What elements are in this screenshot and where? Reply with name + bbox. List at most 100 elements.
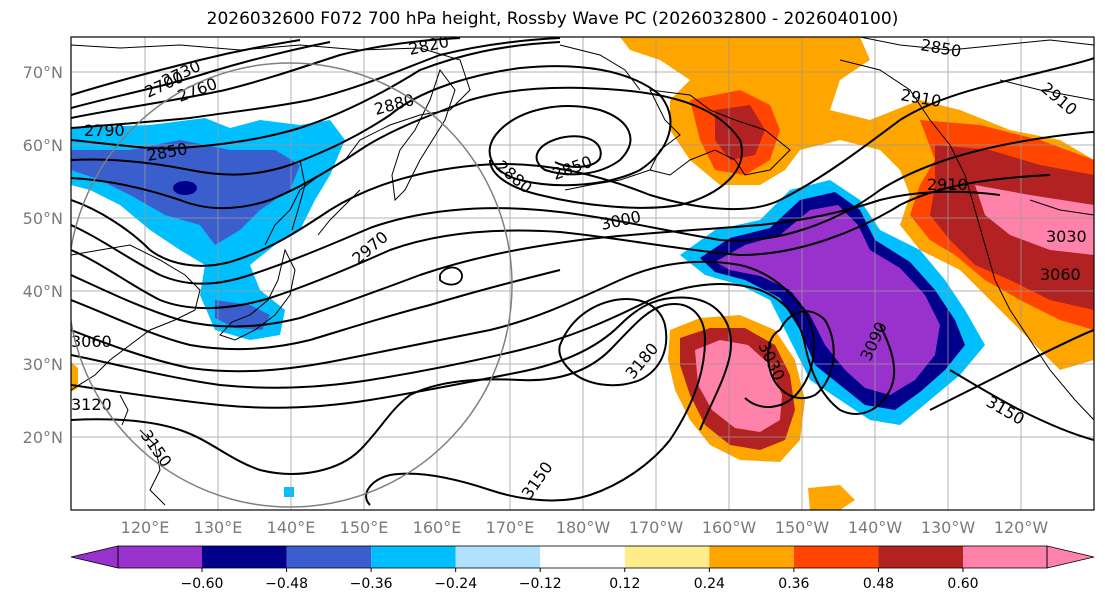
colorbar-tick-label: −0.24 xyxy=(434,576,477,592)
contour-2940 xyxy=(71,131,1094,285)
colorbar-segment xyxy=(286,546,372,568)
colorbar-segment xyxy=(624,546,710,568)
positive-anomaly-northeast-max xyxy=(975,185,1094,255)
colorbar-segment xyxy=(878,546,963,568)
colorbar-segment xyxy=(118,546,202,568)
coast-sakhalin xyxy=(291,159,306,231)
colorbar-segment xyxy=(455,546,541,568)
coast-korea-china xyxy=(71,244,201,391)
contour-2880 xyxy=(71,86,743,210)
coast-chukotka xyxy=(559,44,641,91)
contour-label: 2910 xyxy=(1037,79,1080,120)
lon-label: 140°E xyxy=(267,518,316,537)
coast-na-inland xyxy=(999,79,1094,216)
map-frame xyxy=(70,36,1095,511)
colorbar-tick-label: −0.12 xyxy=(519,576,562,592)
lon-label: 150°W xyxy=(775,518,830,537)
coast-kamchatka xyxy=(391,68,456,202)
lon-label: 140°W xyxy=(848,518,903,537)
contour-east-3150 xyxy=(949,369,1094,441)
contour-label: 3120 xyxy=(71,395,112,414)
contour-3030-west xyxy=(71,269,561,351)
contour-label: 3150 xyxy=(518,458,557,502)
map-plot-area: 2700 2730 2760 2790 2820 2850 2850 2850 … xyxy=(71,35,1094,510)
lat-label: 70°N xyxy=(23,63,63,82)
coast-alaska-peninsula xyxy=(564,169,651,191)
lon-label: 160°W xyxy=(702,518,757,537)
colorbar-tick-label: 0.36 xyxy=(778,576,809,592)
contour-3180 xyxy=(558,298,668,387)
colorbar-extend-left xyxy=(70,545,119,569)
colorbar-segment xyxy=(371,546,456,568)
colorbar-extend-right xyxy=(1046,545,1095,569)
contour-3000 xyxy=(71,190,1001,328)
colorbar-tick-label: −0.60 xyxy=(181,576,224,592)
lon-label: 150°E xyxy=(340,518,389,537)
lon-label: 180°W xyxy=(556,518,611,537)
contour-3030-center xyxy=(767,310,835,400)
contour-label: 3060 xyxy=(1040,265,1081,284)
coast-canada-north xyxy=(859,37,1094,51)
lat-label: 40°N xyxy=(23,282,63,301)
contour-3060 xyxy=(71,260,816,409)
contour-small-loop xyxy=(439,266,463,286)
lon-label: 120°W xyxy=(994,518,1049,537)
contour-2820 xyxy=(71,41,561,150)
lat-label: 30°N xyxy=(23,355,63,374)
contour-3120 xyxy=(71,296,732,431)
colorbar-tick-label: −0.48 xyxy=(265,576,308,592)
colorbar-frame xyxy=(117,545,1048,569)
contour-label: 3000 xyxy=(599,207,643,234)
contour-label: 2910 xyxy=(927,175,968,194)
contour-3150 xyxy=(71,303,707,506)
colorbar-tick-label: 0.12 xyxy=(609,576,640,592)
graticule xyxy=(71,37,1094,510)
longitude-labels: 120°E 130°E 140°E 150°E 160°E 170°E 180°… xyxy=(121,518,1049,537)
contour-2700 xyxy=(71,39,301,96)
lon-label: 170°E xyxy=(486,518,535,537)
positive-anomaly-small-south xyxy=(808,485,855,510)
contour-label: 3030 xyxy=(1046,227,1087,246)
contour-label: 2850 xyxy=(550,152,595,184)
lat-label: 50°N xyxy=(23,209,63,228)
contour-east-3120 xyxy=(929,329,1094,411)
colorbar-ticks: −0.60 −0.48 −0.36 −0.24 −0.12 0.12 0.24 0.36 0.4… xyxy=(181,568,979,592)
contour-2970 xyxy=(71,174,1051,310)
contour-2790 xyxy=(71,37,561,129)
colorbar-tick-label: 0.60 xyxy=(947,576,978,592)
map-title: 2026032600 F072 700 hPa height, Rossby W… xyxy=(206,9,899,29)
lat-label: 60°N xyxy=(23,136,63,155)
colorbar-tick-label: −0.36 xyxy=(350,576,393,592)
positive-anomaly-alaska-core xyxy=(715,105,765,160)
contour-3090 xyxy=(71,283,896,415)
lon-label: 160°E xyxy=(413,518,462,537)
height-contours xyxy=(71,37,1094,506)
coast-na-west xyxy=(839,59,1094,421)
lon-label: 130°E xyxy=(194,518,243,537)
lon-label: 170°W xyxy=(629,518,684,537)
contour-label: 2790 xyxy=(84,121,125,140)
contour-2730 xyxy=(71,41,331,109)
negative-anomaly-tiny xyxy=(284,487,294,497)
contour-label: 3060 xyxy=(71,332,112,351)
colorbar-tick-label: 0.48 xyxy=(863,576,894,592)
latitude-labels: 70°N 60°N 50°N 40°N 30°N 20°N xyxy=(23,63,63,447)
colorbar-segment xyxy=(540,546,625,568)
contour-2760 xyxy=(71,37,461,119)
colorbar-segments xyxy=(118,546,1047,568)
contour-label: 3150 xyxy=(137,426,176,470)
highlight-circle xyxy=(71,62,513,508)
lon-label: 120°E xyxy=(121,518,170,537)
colorbar-segment xyxy=(963,546,1047,568)
colorbar-segment xyxy=(709,546,794,568)
lon-label: 130°W xyxy=(921,518,976,537)
contour-2910 xyxy=(71,57,1094,267)
negative-anomaly-west-max xyxy=(173,181,197,195)
contour-label: 2850 xyxy=(919,35,962,61)
colorbar: −0.60 −0.48 −0.36 −0.24 −0.12 0.12 0.24 0.36 0.4… xyxy=(70,545,1095,592)
lat-label: 20°N xyxy=(23,428,63,447)
colorbar-tick-label: 0.24 xyxy=(694,576,725,592)
coast-alaska xyxy=(649,89,791,176)
colorbar-segment xyxy=(793,546,879,568)
